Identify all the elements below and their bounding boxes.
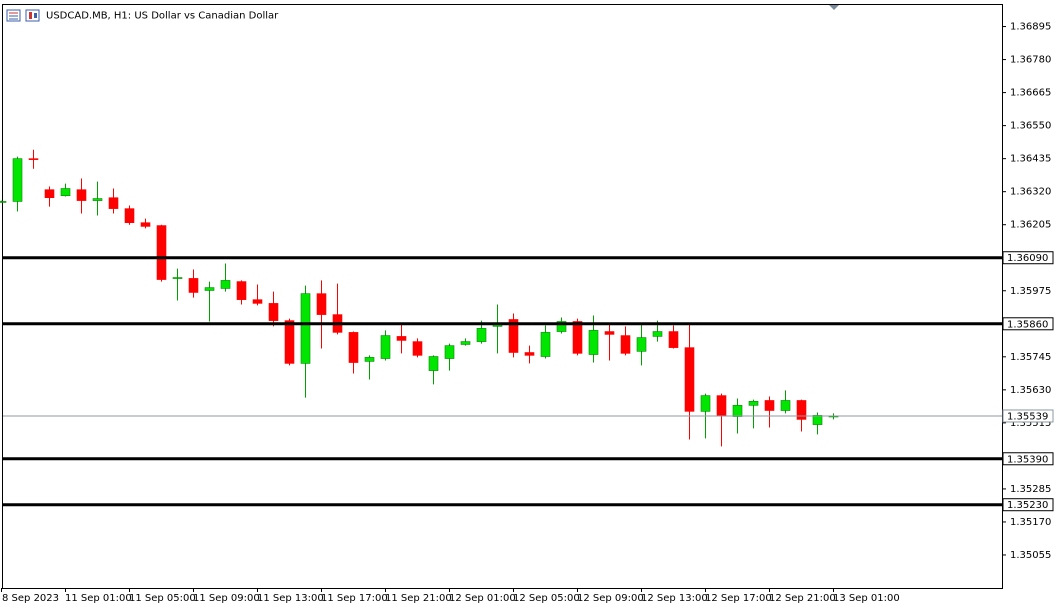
x-tick-label: 12 Sep 01:00	[449, 593, 516, 604]
candle-body	[92, 198, 103, 201]
icon-bar	[29, 12, 32, 19]
level-label: 1.35860	[1007, 319, 1048, 330]
y-tick-label: 1.36435	[1010, 154, 1051, 165]
candle-body	[716, 395, 727, 416]
candle-body	[140, 222, 151, 227]
x-tick-label: 12 Sep 09:00	[577, 593, 644, 604]
y-tick-label: 1.35285	[1010, 484, 1051, 495]
candle-body	[252, 299, 263, 304]
candle-body	[444, 345, 455, 359]
candle-body	[204, 287, 215, 291]
candle-body	[604, 331, 615, 335]
plot-frame	[2, 4, 1003, 589]
current-price-box	[1002, 409, 1054, 423]
y-tick-label: 1.35055	[1010, 550, 1051, 561]
y-tick-label: 1.35630	[1010, 385, 1051, 396]
level-label: 1.36090	[1007, 253, 1048, 264]
y-tick-label: 1.36780	[1010, 55, 1051, 66]
candle-body	[572, 321, 583, 354]
candle-body	[12, 158, 23, 202]
x-tick-label: 12 Sep 17:00	[705, 593, 772, 604]
candle-body	[284, 320, 295, 364]
x-tick-label: 11 Sep 17:00	[321, 593, 388, 604]
candle-body	[28, 158, 39, 160]
candle-body	[508, 319, 519, 353]
candle-body	[76, 189, 87, 201]
candle-body	[156, 225, 167, 280]
candle-body	[556, 321, 567, 332]
candle-body	[460, 341, 471, 345]
candle-body	[732, 405, 743, 417]
level-box	[1002, 317, 1054, 331]
icon-bar	[34, 13, 37, 18]
candle-body	[540, 332, 551, 357]
y-tick-label: 1.36320	[1010, 187, 1051, 198]
current-price-label: 1.35539	[1007, 411, 1048, 422]
y-tick-label: 1.36665	[1010, 88, 1051, 99]
x-tick-label: 8 Sep 2023	[2, 593, 59, 604]
candle-body	[364, 357, 375, 362]
candle-body	[60, 188, 71, 196]
x-tick-label: 13 Sep 01:00	[833, 593, 900, 604]
x-tick-label: 12 Sep 05:00	[513, 593, 580, 604]
x-tick-label: 11 Sep 05:00	[129, 593, 196, 604]
y-tick-label: 1.36895	[1010, 22, 1051, 33]
candle-body	[796, 400, 807, 420]
candle-body	[108, 197, 119, 209]
y-tick-label: 1.35515	[1010, 418, 1051, 429]
y-tick-label: 1.35975	[1010, 286, 1051, 297]
level-box	[1002, 498, 1054, 512]
level-box	[1002, 452, 1054, 466]
x-tick-label: 11 Sep 09:00	[193, 593, 260, 604]
candle-body	[476, 328, 487, 342]
candle-body	[588, 330, 599, 355]
candle-body	[188, 278, 199, 293]
x-tick-label: 11 Sep 01:00	[65, 593, 132, 604]
candle-body	[300, 293, 311, 364]
candle-body	[220, 280, 231, 289]
candle-body	[316, 293, 327, 315]
candle-body	[348, 332, 359, 363]
candle-body	[812, 415, 823, 425]
icon-candles	[25, 9, 40, 22]
candle-body	[412, 341, 423, 356]
candle-body	[0, 201, 7, 203]
level-box	[1002, 251, 1054, 265]
candle-body	[44, 189, 55, 199]
candle-body	[428, 356, 439, 371]
candle-body	[380, 335, 391, 359]
candle-body	[268, 303, 279, 321]
level-label: 1.35390	[1007, 454, 1048, 465]
y-tick-label: 1.35170	[1010, 517, 1051, 528]
candle-body	[172, 277, 183, 279]
candle-body	[764, 400, 775, 411]
candle-body	[700, 395, 711, 412]
candle-body	[236, 281, 247, 300]
candle-body	[780, 400, 791, 411]
candle-body	[652, 331, 663, 337]
level-label: 1.35230	[1007, 500, 1048, 511]
x-tick-label: 12 Sep 13:00	[641, 593, 708, 604]
candle-body	[684, 347, 695, 412]
y-tick-label: 1.36205	[1010, 220, 1051, 231]
candle-body	[524, 352, 535, 356]
x-tick-label: 12 Sep 21:00	[769, 593, 836, 604]
x-tick-label: 11 Sep 13:00	[257, 593, 324, 604]
y-tick-label: 1.35745	[1010, 352, 1051, 363]
candle-body	[396, 336, 407, 341]
candle-body	[620, 335, 631, 354]
shift-marker	[829, 5, 839, 10]
y-tick-label: 1.36550	[1010, 121, 1051, 132]
chart-icons	[6, 9, 40, 22]
candle-body	[636, 337, 647, 352]
candle-body	[748, 401, 759, 406]
candle-body	[668, 331, 679, 348]
x-tick-label: 11 Sep 21:00	[385, 593, 452, 604]
chart-title: USDCAD.MB, H1: US Dollar vs Canadian Dol…	[46, 11, 279, 22]
candle-body	[124, 208, 135, 223]
